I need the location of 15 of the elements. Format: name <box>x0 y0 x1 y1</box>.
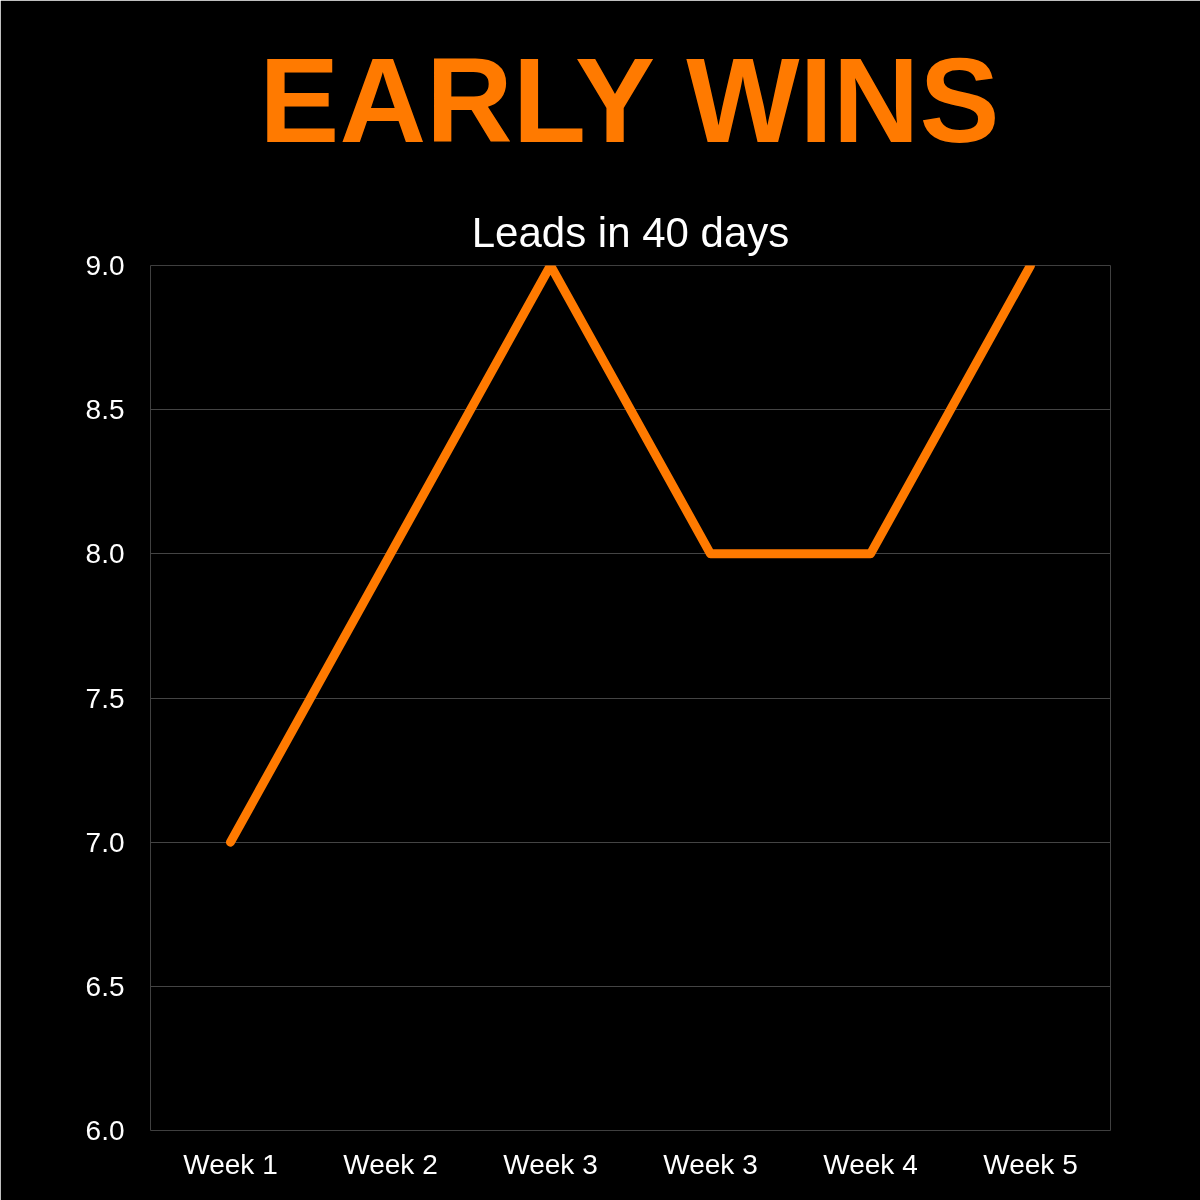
x-tick-label: Week 4 <box>823 1148 918 1180</box>
y-tick-label: 8.5 <box>85 394 125 426</box>
x-tick-label: Week 1 <box>183 1148 278 1180</box>
x-tick-label: Week 5 <box>983 1148 1078 1180</box>
chart-subtitle: Leads in 40 days <box>471 208 790 256</box>
y-tick-label: 9.0 <box>85 250 125 281</box>
chart-title: EARLY WINS <box>259 32 1000 167</box>
x-tick-label: Week 2 <box>343 1148 438 1180</box>
x-tick-label: Week 3 <box>663 1148 758 1180</box>
y-tick-label: 6.0 <box>85 1115 125 1146</box>
y-tick-label: 8.0 <box>85 538 125 570</box>
x-tick-label: Week 3 <box>503 1148 598 1180</box>
y-tick-label: 7.5 <box>85 682 125 714</box>
y-tick-label: 6.5 <box>85 970 125 1002</box>
y-tick-label: 7.0 <box>85 826 125 858</box>
